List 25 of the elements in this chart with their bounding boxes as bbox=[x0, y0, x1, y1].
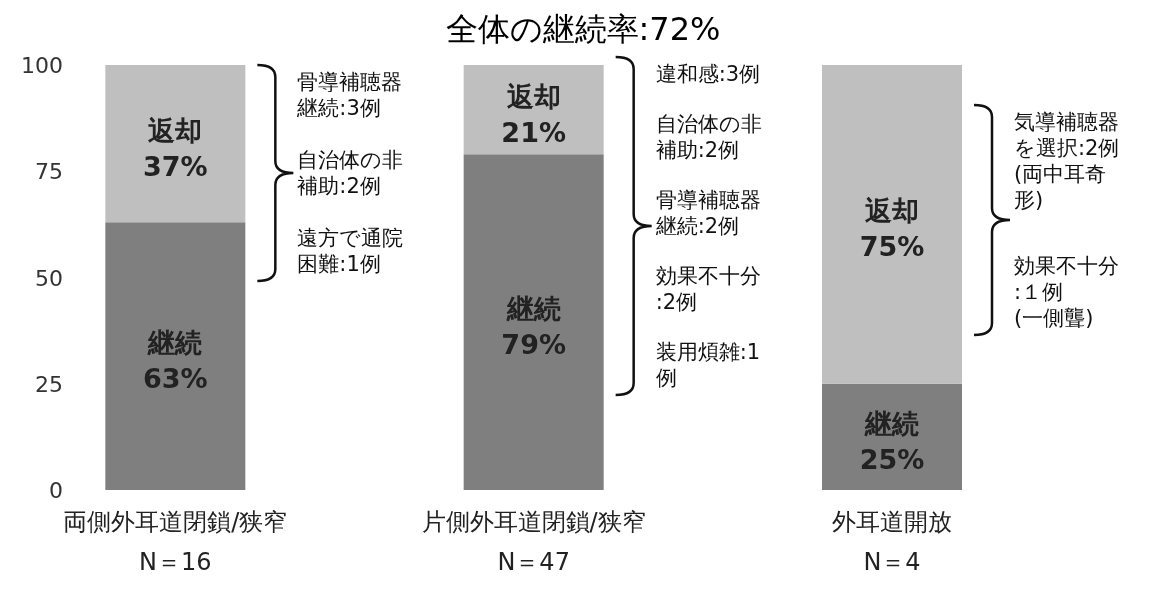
annotation: 装用煩雑:1例 bbox=[655, 340, 761, 390]
chart-title: 全体の継続率:72% bbox=[445, 10, 721, 48]
data-label: 返却 75% bbox=[859, 195, 925, 263]
annotation: 気導補聴器を選択:2例(両中耳奇形) bbox=[1014, 110, 1120, 212]
x-tick-label: 両側外耳道閉鎖/狭窄 N＝16 bbox=[63, 508, 288, 576]
annotation: 遠方で通院困難:1例 bbox=[297, 226, 404, 276]
data-label: 返却 21% bbox=[501, 80, 566, 148]
annotation: 自治体の非補助:2例 bbox=[297, 148, 404, 198]
annotation: 自治体の非補助:2例 bbox=[655, 112, 762, 162]
annotation: 効果不十分:2例 bbox=[655, 264, 761, 314]
x-tick-label: 片側外耳道閉鎖/狭窄 N＝47 bbox=[421, 508, 646, 576]
annotation: 効果不十分:１例(一側聾) bbox=[1014, 254, 1119, 330]
y-tick-label: 25 bbox=[35, 371, 63, 397]
y-tick-label: 75 bbox=[35, 159, 63, 185]
y-tick-label: 100 bbox=[21, 53, 63, 78]
x-tick-label: 外耳道開放 N＝4 bbox=[832, 508, 952, 576]
annotation: 骨導補聴器継続:3例 bbox=[296, 70, 403, 120]
data-label: 継続 79% bbox=[501, 293, 566, 361]
data-label: 継続 25% bbox=[859, 407, 925, 475]
data-label: 継続 63% bbox=[143, 327, 208, 395]
annotation: 違和感:3例 bbox=[655, 62, 761, 86]
y-tick-label: 0 bbox=[49, 478, 63, 503]
data-label: 返却 37% bbox=[143, 114, 208, 182]
y-tick-label: 50 bbox=[35, 265, 63, 291]
annotation: 骨導補聴器継続:2例 bbox=[654, 188, 761, 238]
